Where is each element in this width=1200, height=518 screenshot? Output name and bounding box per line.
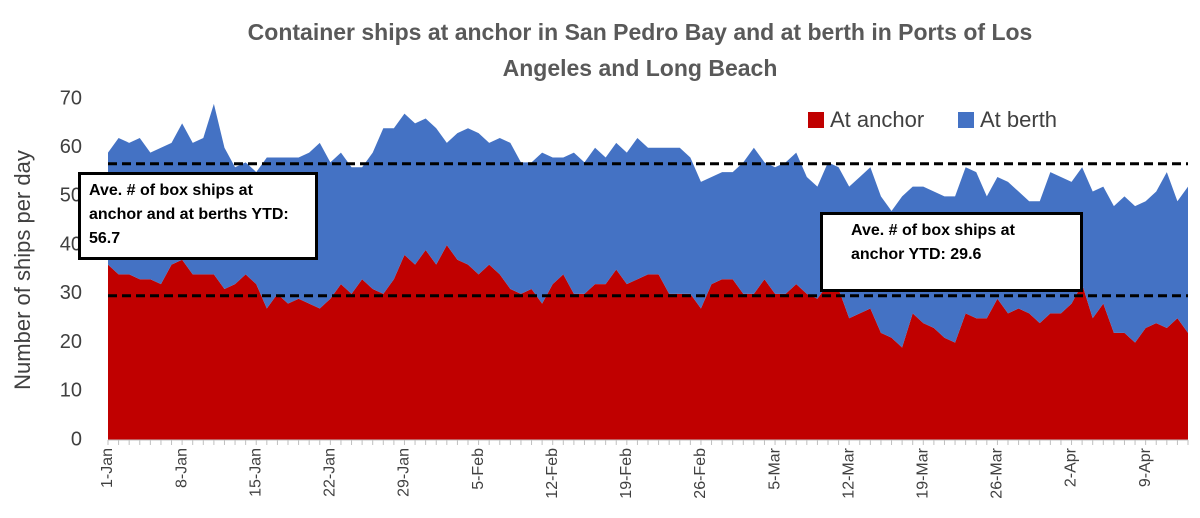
y-axis-title: Number of ships per day: [10, 150, 35, 390]
x-tick-label: 22-Jan: [322, 448, 339, 497]
annotation: Ave. # of box ships at anchor and at ber…: [78, 172, 318, 260]
legend-swatch: [958, 112, 974, 128]
x-tick-label: 9-Apr: [1137, 447, 1154, 487]
x-tick-label: 5-Feb: [470, 448, 487, 490]
y-tick-label: 20: [60, 331, 82, 353]
x-tick-label: 12-Feb: [544, 448, 561, 499]
area: [108, 245, 1188, 440]
y-tick-label: 10: [60, 380, 82, 402]
annotation: Ave. # of box ships at anchor YTD: 29.6: [820, 212, 1083, 292]
legend-swatch: [808, 112, 824, 128]
y-tick-label: 30: [60, 282, 82, 304]
y-tick-label: 50: [60, 185, 82, 207]
x-tick-label: 29-Jan: [396, 448, 413, 497]
y-tick-label: 70: [60, 87, 82, 109]
x-tick-label: 19-Feb: [618, 448, 635, 499]
x-tick-label: 12-Mar: [840, 447, 857, 498]
x-tick-label: 1-Jan: [99, 448, 116, 488]
legend-label: At berth: [980, 107, 1057, 132]
y-tick-label: 60: [60, 136, 82, 158]
x-tick-label: 2-Apr: [1063, 447, 1080, 487]
legend-label: At anchor: [830, 107, 924, 132]
x-tick-label: 5-Mar: [766, 447, 783, 489]
x-tick-label: 26-Feb: [692, 448, 709, 499]
x-tick-label: 19-Mar: [915, 447, 932, 498]
chart-title: Container ships at anchor in San Pedro B…: [247, 19, 1033, 81]
y-tick-label: 0: [71, 428, 82, 450]
x-tick-label: 15-Jan: [247, 448, 264, 497]
y-tick-label: 40: [60, 233, 82, 255]
x-tick-label: 26-Mar: [989, 447, 1006, 498]
x-tick-label: 8-Jan: [173, 448, 190, 488]
